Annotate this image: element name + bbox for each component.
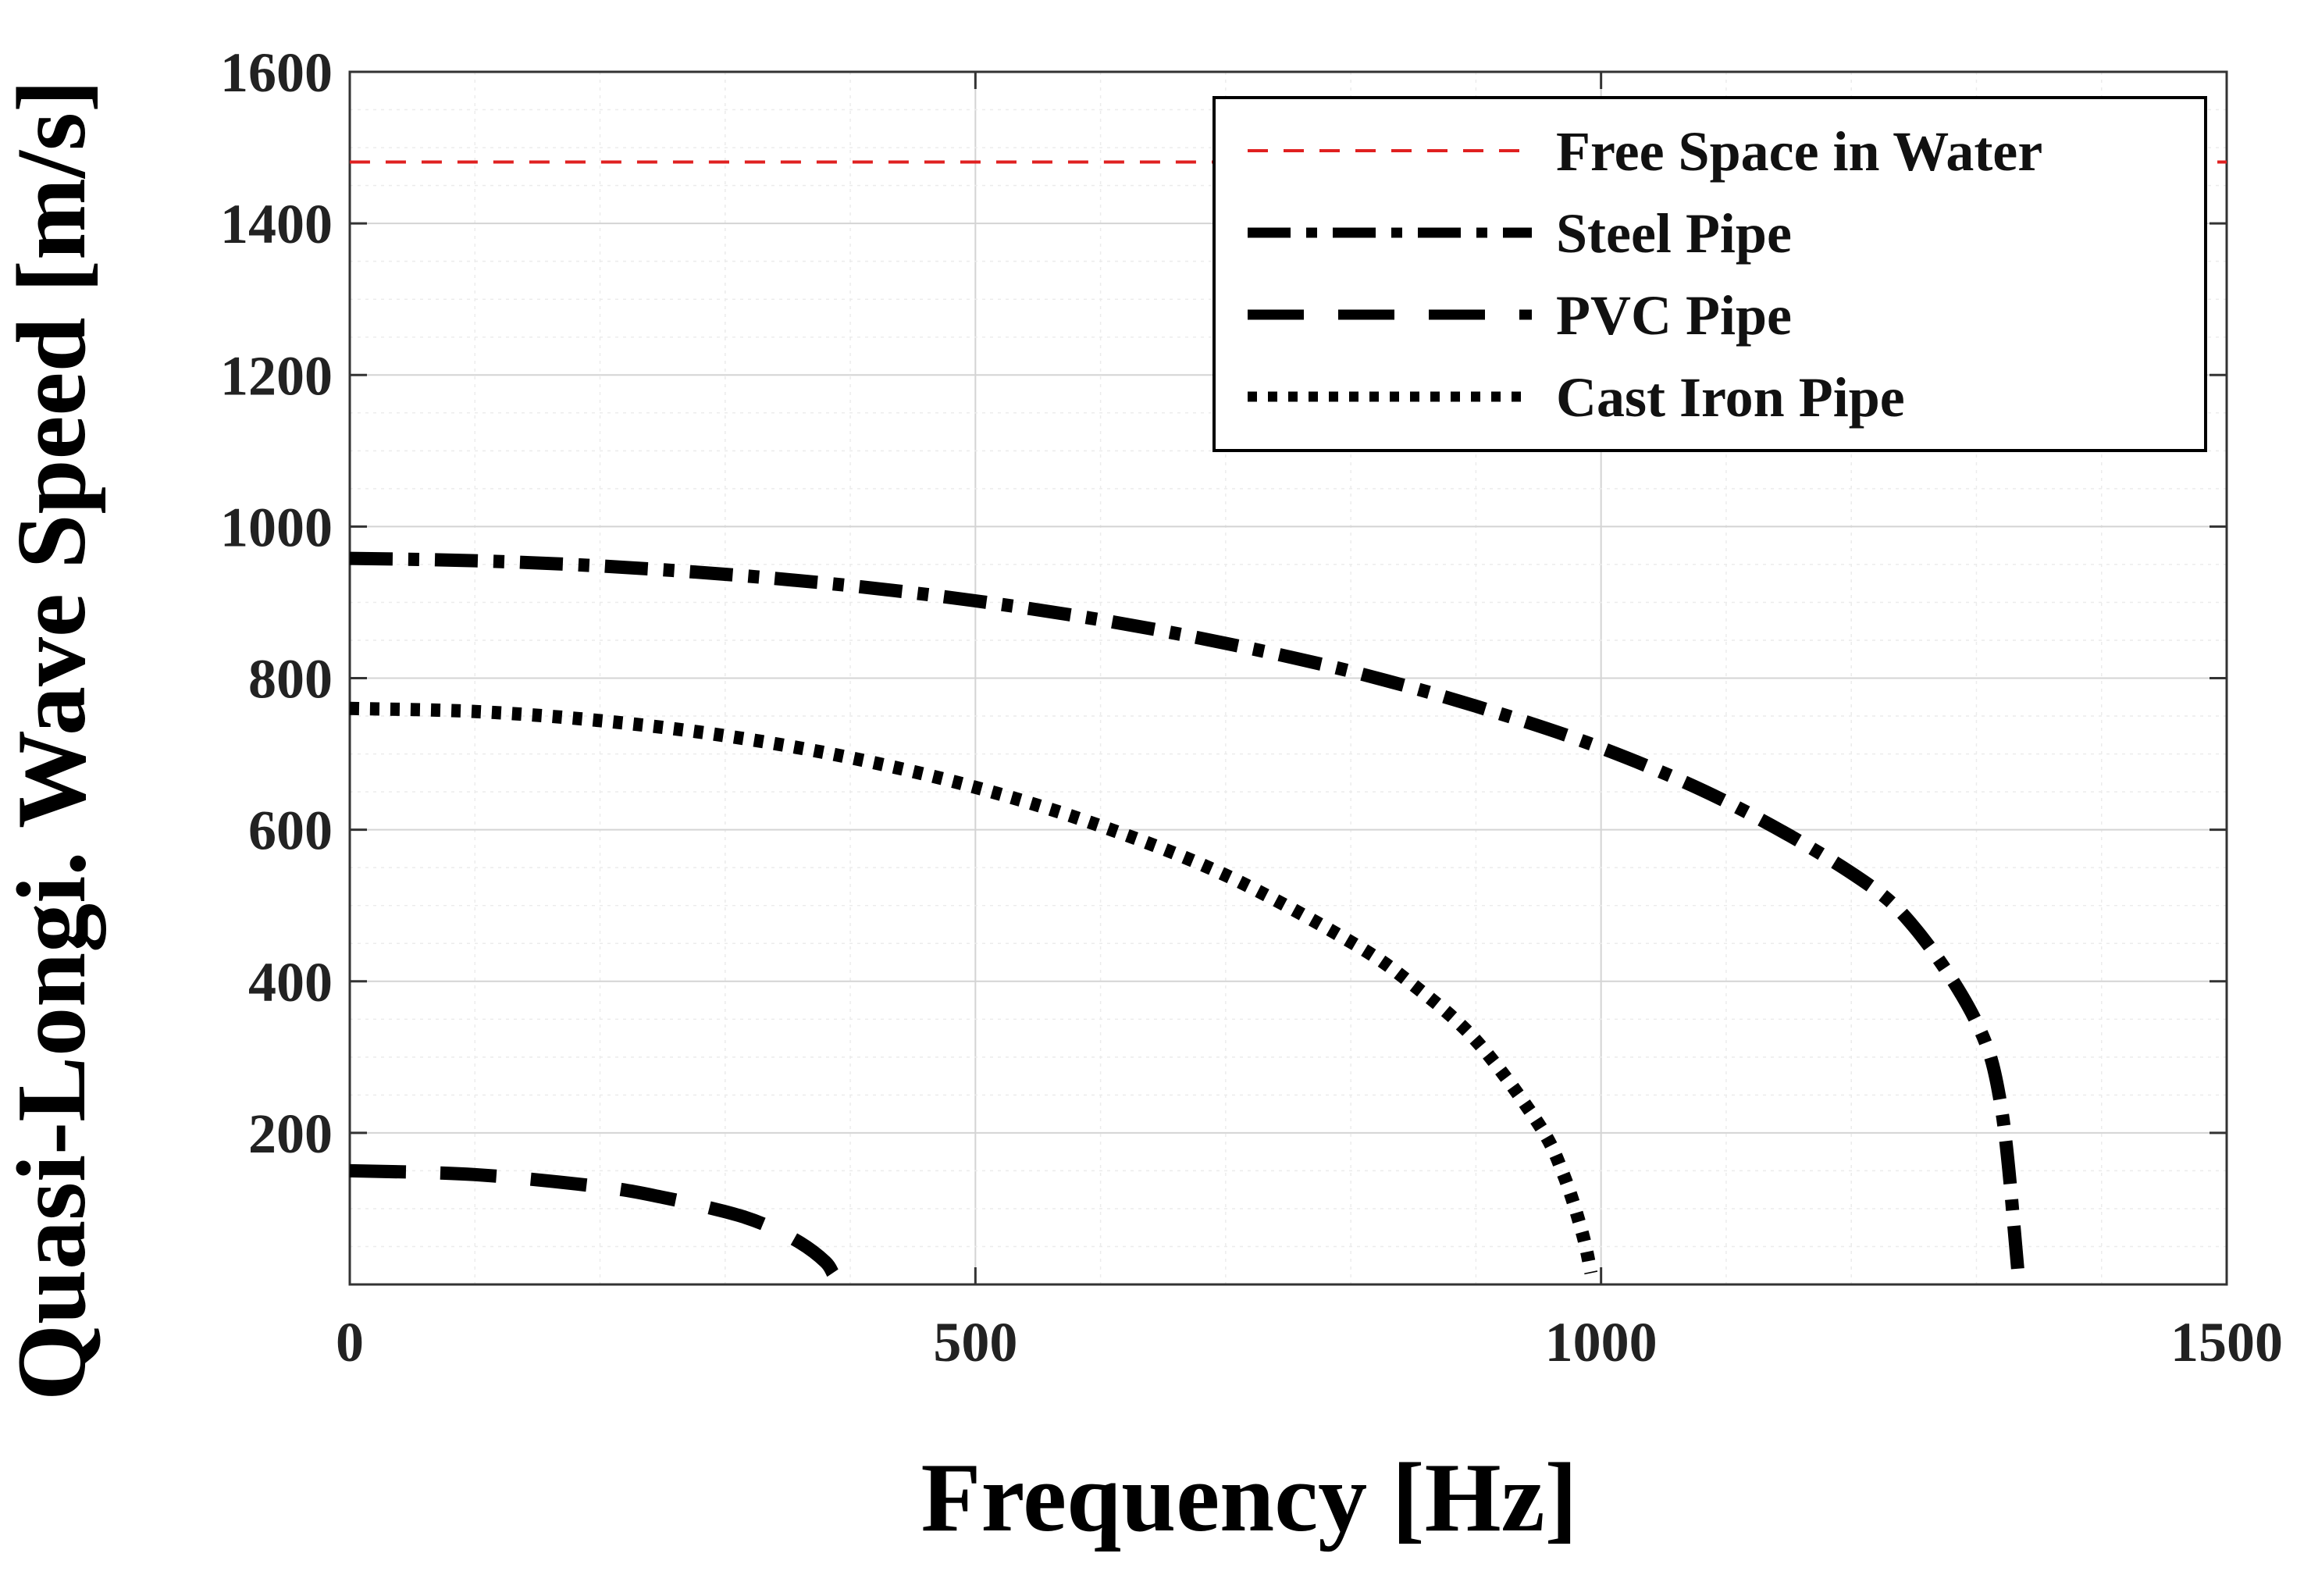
x-tick-label: 1000 [1545, 1311, 1658, 1373]
legend-label-steel-pipe: Steel Pipe [1556, 202, 1792, 265]
legend-box [1212, 96, 2207, 452]
x-tick-label: 1500 [2170, 1311, 2283, 1373]
series-line-pvc-pipe [349, 1163, 839, 1277]
y-tick-label: 200 [248, 1103, 333, 1165]
y-tick-label: 400 [248, 951, 333, 1014]
tick-layer: 0 500 1000 1500 200 400 600 800 1000 1200 1400 1600 [220, 41, 2283, 1373]
x-tick-label: 0 [336, 1311, 364, 1373]
series-line-steel-pipe [349, 551, 2024, 1270]
legend-label-free-space-in-water: Free Space in Water [1556, 120, 2042, 183]
y-tick-label: 1200 [220, 344, 333, 407]
x-tick-label: 500 [933, 1311, 1017, 1373]
y-tick-label: 1000 [220, 496, 333, 558]
legend-label-cast-iron-pipe: Cast Iron Pipe [1556, 366, 1905, 429]
y-tick-label: 800 [248, 648, 333, 711]
series-line-cast-iron-pipe [349, 701, 1598, 1275]
legend: Free Space in Water Steel Pipe PVC Pipe Cas… [1212, 96, 2207, 452]
y-axis-title: Quasi-Longi. Wave Speed [m/s] [0, 80, 106, 1401]
legend-label-pvc-pipe: PVC Pipe [1556, 284, 1792, 347]
y-tick-label: 600 [248, 800, 333, 862]
y-tick-label: 1600 [220, 41, 333, 104]
x-axis-title: Frequency [Hz] [921, 1444, 1578, 1552]
y-tick-label: 1400 [220, 193, 333, 255]
legend-items: Free Space in Water Steel Pipe PVC Pipe Cas… [1248, 120, 2042, 429]
